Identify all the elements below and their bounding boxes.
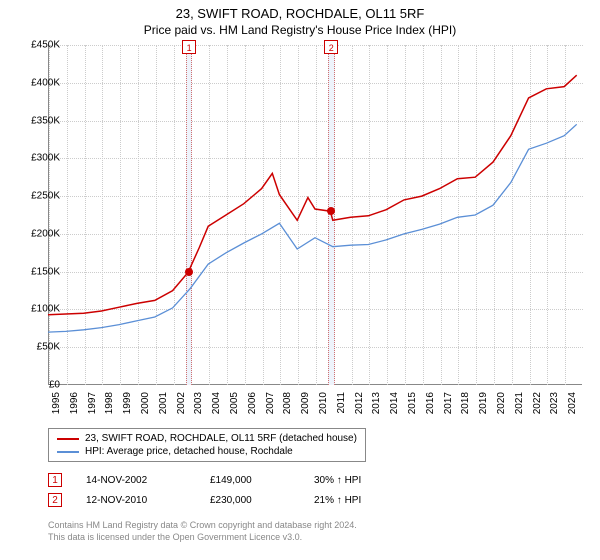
x-axis-tick: 2015 [407,392,418,414]
x-axis-tick: 1995 [51,392,62,414]
legend-item: 23, SWIFT ROAD, ROCHDALE, OL11 5RF (deta… [57,432,357,445]
chart-lines [48,45,582,385]
x-axis-tick: 1998 [104,392,115,414]
y-axis-tick: £400K [16,77,60,88]
footer-line2: This data is licensed under the Open Gov… [48,532,357,544]
footer-attribution: Contains HM Land Registry data © Crown c… [48,520,357,543]
legend: 23, SWIFT ROAD, ROCHDALE, OL11 5RF (deta… [48,428,366,462]
legend-label: 23, SWIFT ROAD, ROCHDALE, OL11 5RF (deta… [85,433,357,444]
transaction-date: 14-NOV-2002 [86,475,186,486]
x-axis-tick: 2019 [478,392,489,414]
chart-subtitle: Price paid vs. HM Land Registry's House … [0,23,600,37]
x-axis-tick: 2014 [389,392,400,414]
y-axis-tick: £150K [16,266,60,277]
transaction-table: 1 14-NOV-2002 £149,000 30% ↑ HPI 2 12-NOV-201… [48,470,394,510]
transaction-price: £149,000 [210,475,290,486]
x-axis-tick: 1996 [69,392,80,414]
transaction-row: 2 12-NOV-2010 £230,000 21% ↑ HPI [48,490,394,510]
legend-swatch [57,451,79,453]
transaction-price: £230,000 [210,495,290,506]
x-axis-tick: 2004 [211,392,222,414]
x-axis-tick: 2017 [443,392,454,414]
transaction-date: 12-NOV-2010 [86,495,186,506]
x-axis-tick: 2024 [567,392,578,414]
y-axis-tick: £0 [16,380,60,391]
x-axis-tick: 2012 [354,392,365,414]
x-axis-tick: 2002 [176,392,187,414]
x-axis-tick: 2020 [496,392,507,414]
x-axis-tick: 2007 [265,392,276,414]
transaction-delta: 30% ↑ HPI [314,475,394,486]
legend-swatch [57,438,79,440]
x-axis-tick: 2000 [140,392,151,414]
x-axis-tick: 2010 [318,392,329,414]
x-axis-tick: 2006 [247,392,258,414]
y-axis-tick: £300K [16,153,60,164]
chart-area: 12 [48,45,582,385]
x-axis-tick: 2003 [193,392,204,414]
series-line [48,75,577,315]
x-axis-tick: 1999 [122,392,133,414]
x-axis-tick: 2001 [158,392,169,414]
y-axis-tick: £50K [16,342,60,353]
x-axis-tick: 1997 [87,392,98,414]
x-axis-tick: 2018 [460,392,471,414]
chart-title-address: 23, SWIFT ROAD, ROCHDALE, OL11 5RF [0,6,600,21]
y-axis-tick: £250K [16,191,60,202]
y-axis-tick: £100K [16,304,60,315]
x-axis-tick: 2009 [300,392,311,414]
x-axis-tick: 2008 [282,392,293,414]
y-axis-tick: £200K [16,228,60,239]
x-axis-tick: 2011 [336,392,347,414]
chart-container: 23, SWIFT ROAD, ROCHDALE, OL11 5RF Price… [0,0,600,560]
x-axis-tick: 2023 [549,392,560,414]
y-axis-tick: £450K [16,40,60,51]
x-axis-tick: 2016 [425,392,436,414]
legend-label: HPI: Average price, detached house, Roch… [85,446,293,457]
transaction-index: 2 [48,493,62,507]
x-axis-tick: 2013 [371,392,382,414]
footer-line1: Contains HM Land Registry data © Crown c… [48,520,357,532]
x-axis-tick: 2021 [514,392,525,414]
x-axis-tick: 2005 [229,392,240,414]
transaction-delta: 21% ↑ HPI [314,495,394,506]
title-block: 23, SWIFT ROAD, ROCHDALE, OL11 5RF Price… [0,0,600,39]
transaction-index: 1 [48,473,62,487]
legend-item: HPI: Average price, detached house, Roch… [57,445,357,458]
y-axis-tick: £350K [16,115,60,126]
x-axis-tick: 2022 [532,392,543,414]
transaction-row: 1 14-NOV-2002 £149,000 30% ↑ HPI [48,470,394,490]
